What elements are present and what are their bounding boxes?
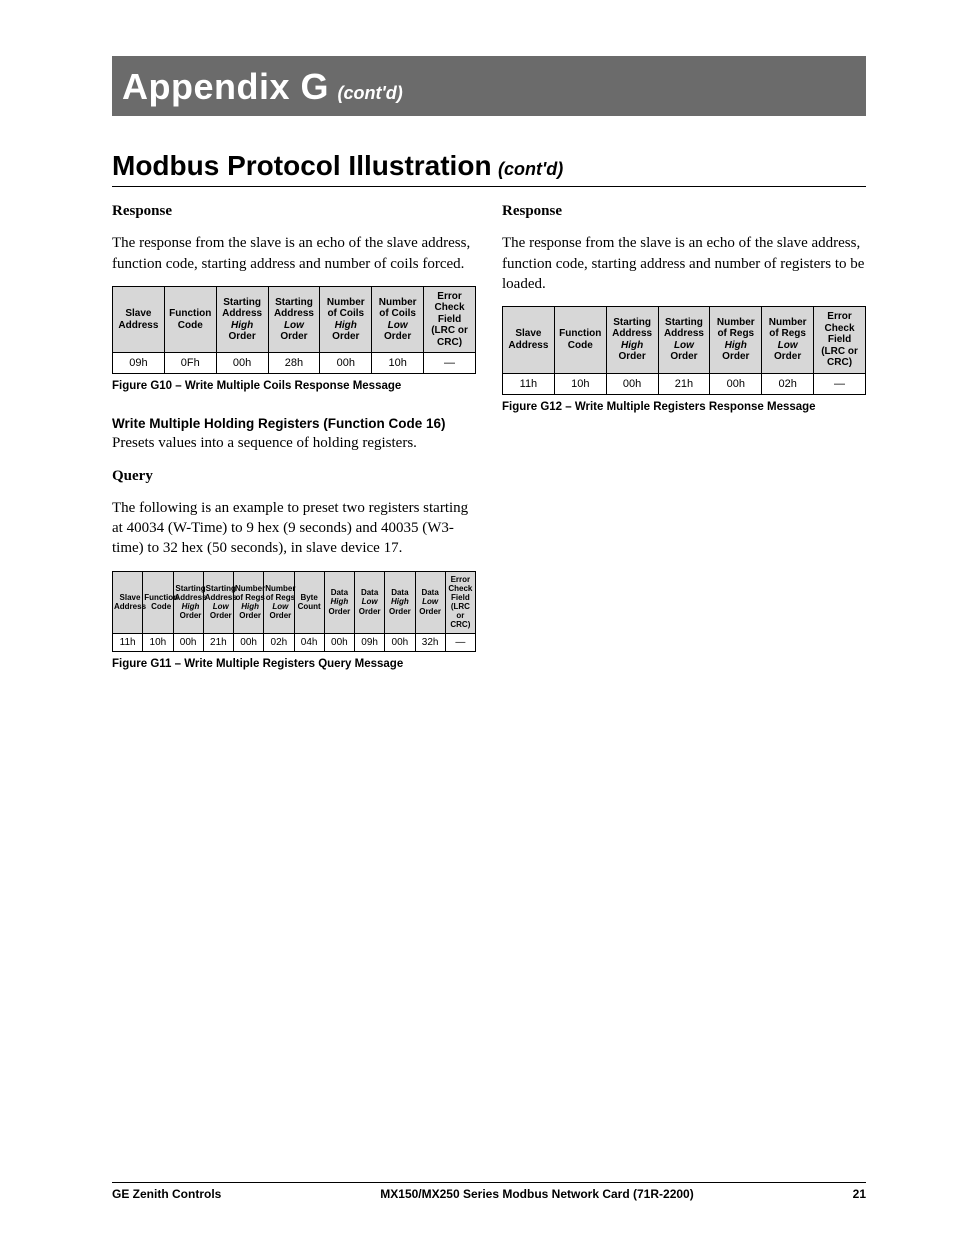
- table-data-cell: —: [814, 373, 866, 394]
- table-data-cell: 00h: [320, 353, 372, 374]
- table-header-cell: StartingAddressLow Order: [268, 286, 320, 353]
- table-header-cell: SlaveAddress: [113, 286, 165, 353]
- table-g12-data-row: 11h10h00h21h00h02h—: [503, 373, 866, 394]
- table-header-cell: Numberof RegsHighOrder: [234, 571, 264, 633]
- table-header-cell: StartingAddressLowOrder: [658, 307, 710, 374]
- table-data-cell: 00h: [216, 353, 268, 374]
- left-column: Response The response from the slave is …: [112, 201, 476, 670]
- footer-row: GE Zenith Controls MX150/MX250 Series Mo…: [112, 1187, 866, 1201]
- table-header-cell: SlaveAddress: [503, 307, 555, 374]
- table-header-cell: StartingAddressHigh Order: [216, 286, 268, 353]
- table-header-cell: DataLowOrder: [415, 571, 445, 633]
- caption-g12: Figure G12 – Write Multiple Registers Re…: [502, 401, 866, 413]
- table-header-cell: ErrorCheckField(LRC orCRC): [445, 571, 475, 633]
- wmhr-heading: Write Multiple Holding Registers (Functi…: [112, 416, 476, 431]
- table-header-cell: Numberof CoilsLowOrder: [372, 286, 424, 353]
- table-header-cell: StartingAddressHighOrder: [173, 571, 203, 633]
- table-data-cell: 09h: [355, 633, 385, 651]
- table-data-cell: 10h: [372, 353, 424, 374]
- table-data-cell: 00h: [324, 633, 354, 651]
- table-header-cell: ByteCount: [294, 571, 324, 633]
- section-heading: Modbus Protocol Illustration (cont'd): [112, 150, 866, 182]
- section-heading-contd: (cont'd): [498, 159, 563, 179]
- table-data-cell: 0Fh: [164, 353, 216, 374]
- table-data-cell: 09h: [113, 353, 165, 374]
- table-header-cell: SlaveAddress: [113, 571, 143, 633]
- appendix-title: Appendix G (cont'd): [122, 66, 856, 108]
- query-heading: Query: [112, 466, 476, 486]
- table-header-cell: StartingAddressLowOrder: [203, 571, 233, 633]
- query-para: The following is an example to preset tw…: [112, 498, 476, 559]
- table-data-cell: 11h: [503, 373, 555, 394]
- table-data-cell: 10h: [554, 373, 606, 394]
- table-header-cell: ErrorCheck Field(LRC orCRC): [424, 286, 476, 353]
- page-footer: GE Zenith Controls MX150/MX250 Series Mo…: [112, 1182, 866, 1201]
- table-header-cell: Numberof RegsLowOrder: [762, 307, 814, 374]
- table-g11-data-row: 11h10h00h21h00h02h04h00h09h00h32h—: [113, 633, 476, 651]
- response-para-left: The response from the slave is an echo o…: [112, 233, 476, 274]
- table-data-cell: 21h: [658, 373, 710, 394]
- page: Appendix G (cont'd) Modbus Protocol Illu…: [0, 0, 954, 1235]
- appendix-banner: Appendix G (cont'd): [112, 56, 866, 116]
- table-header-cell: FunctionCode: [554, 307, 606, 374]
- table-data-cell: 00h: [710, 373, 762, 394]
- table-data-cell: 11h: [113, 633, 143, 651]
- table-header-cell: DataHighOrder: [385, 571, 415, 633]
- caption-g10: Figure G10 – Write Multiple Coils Respon…: [112, 380, 476, 392]
- table-header-cell: Numberof CoilsHighOrder: [320, 286, 372, 353]
- section-heading-main: Modbus Protocol Illustration: [112, 150, 492, 181]
- caption-g11: Figure G11 – Write Multiple Registers Qu…: [112, 658, 476, 670]
- table-data-cell: 02h: [762, 373, 814, 394]
- two-column-layout: Response The response from the slave is …: [112, 201, 866, 670]
- table-data-cell: 00h: [173, 633, 203, 651]
- response-para-right: The response from the slave is an echo o…: [502, 233, 866, 294]
- table-data-cell: —: [445, 633, 475, 651]
- footer-right: 21: [853, 1187, 866, 1201]
- table-data-cell: —: [424, 353, 476, 374]
- footer-rule: [112, 1182, 866, 1183]
- footer-center: MX150/MX250 Series Modbus Network Card (…: [380, 1187, 693, 1201]
- wmhr-para: Presets values into a sequence of holdin…: [112, 433, 476, 453]
- table-g10-data-row: 09h0Fh00h28h00h10h—: [113, 353, 476, 374]
- table-data-cell: 00h: [234, 633, 264, 651]
- table-g11: SlaveAddressFunctionCodeStartingAddressH…: [112, 571, 476, 652]
- table-header-cell: Numberof RegsLowOrder: [264, 571, 294, 633]
- appendix-title-main: Appendix G: [122, 66, 329, 107]
- table-header-cell: Numberof RegsHighOrder: [710, 307, 762, 374]
- table-g11-header-row: SlaveAddressFunctionCodeStartingAddressH…: [113, 571, 476, 633]
- table-g10-header-row: SlaveAddressFunctionCodeStartingAddressH…: [113, 286, 476, 353]
- table-data-cell: 32h: [415, 633, 445, 651]
- table-data-cell: 02h: [264, 633, 294, 651]
- table-g10: SlaveAddressFunctionCodeStartingAddressH…: [112, 286, 476, 375]
- table-header-cell: DataHighOrder: [324, 571, 354, 633]
- table-header-cell: ErrorCheck Field(LRC orCRC): [814, 307, 866, 374]
- table-g12: SlaveAddressFunctionCodeStartingAddressH…: [502, 306, 866, 395]
- response-heading-left: Response: [112, 201, 476, 221]
- right-column: Response The response from the slave is …: [502, 201, 866, 670]
- table-header-cell: FunctionCode: [164, 286, 216, 353]
- table-data-cell: 00h: [606, 373, 658, 394]
- table-data-cell: 00h: [385, 633, 415, 651]
- table-data-cell: 28h: [268, 353, 320, 374]
- table-data-cell: 10h: [143, 633, 173, 651]
- table-header-cell: StartingAddressHighOrder: [606, 307, 658, 374]
- response-heading-right: Response: [502, 201, 866, 221]
- table-data-cell: 21h: [203, 633, 233, 651]
- table-g12-header-row: SlaveAddressFunctionCodeStartingAddressH…: [503, 307, 866, 374]
- appendix-title-contd: (cont'd): [337, 83, 402, 103]
- table-data-cell: 04h: [294, 633, 324, 651]
- section-rule: [112, 186, 866, 187]
- footer-left: GE Zenith Controls: [112, 1187, 221, 1201]
- table-header-cell: FunctionCode: [143, 571, 173, 633]
- table-header-cell: DataLowOrder: [355, 571, 385, 633]
